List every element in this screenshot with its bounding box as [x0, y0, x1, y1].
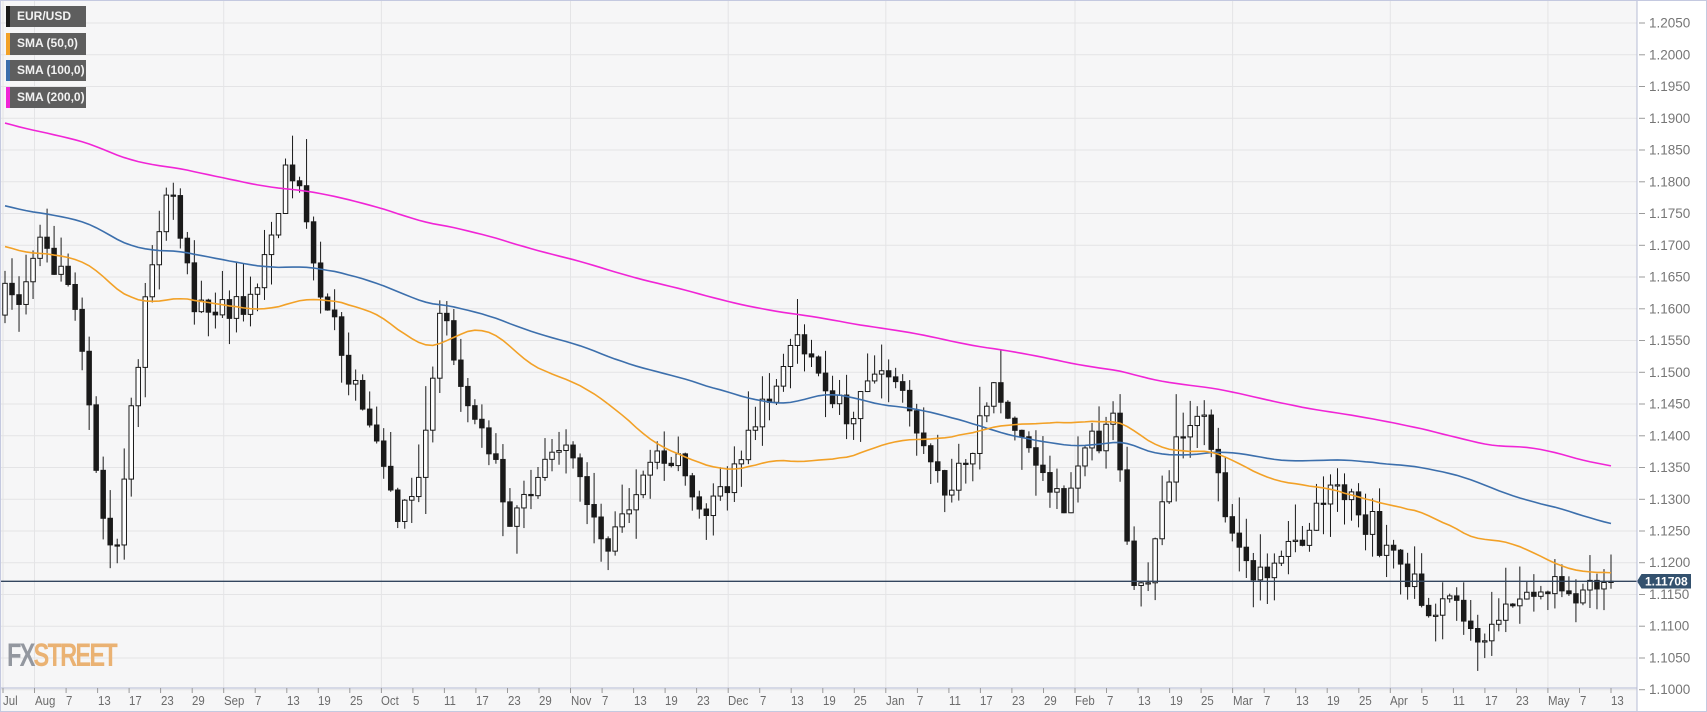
svg-text:1.2050: 1.2050: [1649, 16, 1690, 31]
svg-text:1.1500: 1.1500: [1649, 365, 1690, 380]
svg-text:1.1700: 1.1700: [1649, 238, 1690, 253]
svg-text:1.11708: 1.11708: [1645, 575, 1688, 589]
svg-text:1.1000: 1.1000: [1649, 682, 1690, 697]
svg-text:1.1450: 1.1450: [1649, 397, 1690, 412]
svg-text:1.1300: 1.1300: [1649, 492, 1690, 507]
svg-text:1.1800: 1.1800: [1649, 174, 1690, 189]
svg-text:1.1650: 1.1650: [1649, 270, 1690, 285]
svg-text:1.1950: 1.1950: [1649, 79, 1690, 94]
svg-text:1.1400: 1.1400: [1649, 428, 1690, 443]
svg-text:1.1900: 1.1900: [1649, 111, 1690, 126]
svg-text:1.1250: 1.1250: [1649, 524, 1690, 539]
svg-text:1.1150: 1.1150: [1649, 587, 1689, 602]
svg-text:1.1750: 1.1750: [1649, 206, 1690, 221]
svg-text:1.1050: 1.1050: [1649, 651, 1690, 666]
svg-text:1.1100: 1.1100: [1649, 619, 1689, 634]
svg-text:1.1550: 1.1550: [1649, 333, 1690, 348]
svg-text:1.1200: 1.1200: [1649, 555, 1690, 570]
svg-text:1.1850: 1.1850: [1649, 143, 1690, 158]
svg-text:1.1350: 1.1350: [1649, 460, 1690, 475]
svg-text:1.1600: 1.1600: [1649, 301, 1690, 316]
svg-text:1.2000: 1.2000: [1649, 47, 1690, 62]
